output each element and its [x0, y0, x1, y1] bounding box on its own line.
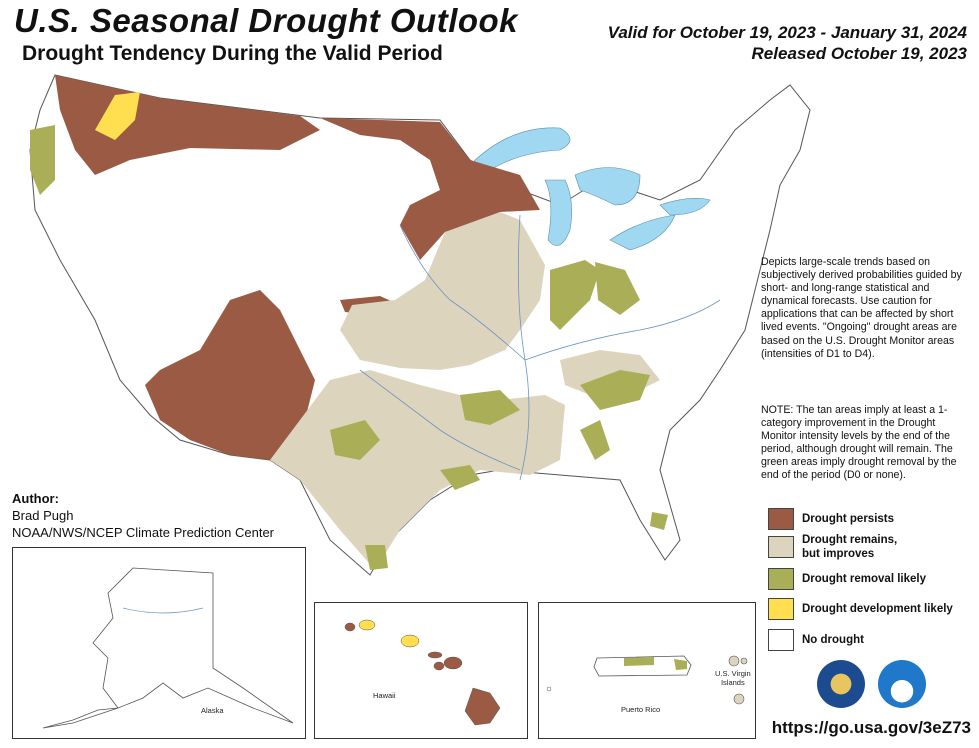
legend-item-removal: Drought removal likely: [768, 564, 926, 594]
legend-item-no-drought: No drought: [768, 625, 864, 655]
alaska-inset: Alaska: [12, 547, 306, 739]
alaska-map: [42, 567, 294, 729]
great-lakes: [469, 127, 711, 251]
release-date-text: Released October 19, 2023: [751, 44, 967, 63]
legend-label-improves: Drought remains, but improves: [802, 534, 898, 560]
legend-label-persists: Drought persists: [802, 513, 895, 525]
hawaii-inset: Hawaii: [314, 602, 528, 739]
author-block: Author: Brad Pugh NOAA/NWS/NCEP Climate …: [12, 490, 274, 541]
author-heading: Author:: [12, 491, 59, 506]
legend-label-removal: Drought removal likely: [802, 573, 926, 585]
map-description: Depicts large-scale trends based on subj…: [761, 256, 962, 360]
legend-item-persists: Drought persists: [768, 504, 894, 534]
legend-swatch-no-drought: [768, 629, 794, 651]
puerto-rico-map: [546, 655, 748, 705]
hawaii-label: Hawaii: [373, 691, 396, 700]
legend-swatch-persists: [768, 508, 794, 530]
legend-label-development: Drought development likely: [802, 603, 953, 615]
hawaii-map: [344, 619, 501, 726]
puerto-rico-inset: Puerto Rico U.S. Virgin Islands: [538, 602, 756, 739]
author-name: Brad Pugh: [12, 508, 74, 523]
drought-development-area: [95, 92, 140, 140]
valid-period-block: Valid for October 19, 2023 - January 31,…: [608, 22, 967, 64]
legend-swatch-development: [768, 598, 794, 620]
usvi-label: U.S. Virgin Islands: [715, 669, 751, 687]
info-url[interactable]: https://go.usa.gov/3eZ73: [771, 718, 971, 737]
legend-item-development: Drought development likely: [768, 594, 953, 624]
legend-item-improves: Drought remains, but improves: [768, 532, 897, 562]
noaa-logo-icon: [878, 660, 926, 708]
drought-removal-areas: [30, 125, 668, 570]
legend-label-no-drought: No drought: [802, 634, 864, 646]
map-note: NOTE: The tan areas imply at least a 1-c…: [761, 404, 957, 482]
legend-swatch-improves: [768, 536, 794, 558]
alaska-label: Alaska: [201, 706, 224, 715]
rivers: [359, 214, 721, 481]
legend-swatch-removal: [768, 568, 794, 590]
map-title: U.S. Seasonal Drought Outlook: [14, 2, 519, 39]
map-subtitle: Drought Tendency During the Valid Period: [22, 42, 443, 65]
puerto-rico-label: Puerto Rico: [621, 705, 661, 714]
doc-seal-icon: [817, 660, 865, 708]
valid-period-text: Valid for October 19, 2023 - January 31,…: [607, 23, 967, 42]
author-org: NOAA/NWS/NCEP Climate Prediction Center: [12, 525, 275, 540]
